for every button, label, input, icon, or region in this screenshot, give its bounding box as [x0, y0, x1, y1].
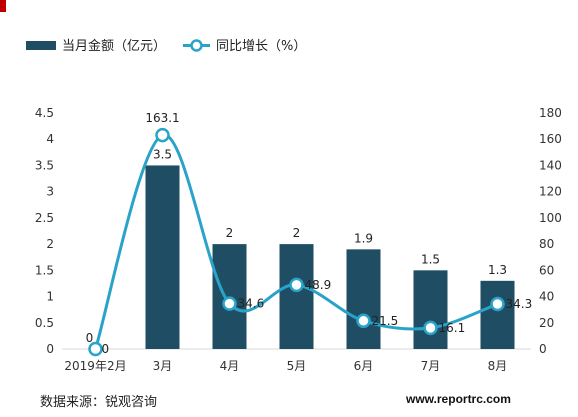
legend-bar-label: 当月金额（亿元）	[62, 38, 166, 54]
bar-data-label: 3.5	[153, 147, 172, 161]
y-left-tick-label: 1	[46, 290, 54, 304]
legend-line-label: 同比增长（%）	[216, 39, 306, 54]
y-left-tick-label: 2.5	[35, 211, 54, 225]
y-right-tick-label: 40	[539, 290, 554, 304]
y-left-tick-label: 4.5	[35, 106, 54, 120]
x-tick-label: 6月	[354, 359, 374, 373]
legend-line-marker	[190, 39, 203, 52]
line-data-label: 163.1	[145, 111, 179, 125]
growth-line	[94, 133, 499, 350]
site-url[interactable]: www.reportrc.com	[406, 392, 511, 406]
bar-data-label: 2	[293, 226, 301, 240]
y-left-tick-label: 2	[46, 237, 54, 251]
line-data-label: 48.9	[305, 278, 332, 292]
y-left-tick-label: 0	[46, 342, 54, 356]
line-marker	[88, 341, 103, 357]
y-left-tick-label: 3	[46, 185, 54, 199]
y-right-tick-label: 180	[539, 106, 562, 120]
y-right-tick-label: 140	[539, 158, 562, 172]
line-data-label: 34.6	[238, 297, 265, 311]
line-marker	[289, 277, 304, 293]
line-data-label: 34.3	[506, 297, 533, 311]
bar-data-label: 1.5	[421, 252, 440, 266]
y-left-tick-label: 1.5	[35, 263, 54, 277]
y-left-tick-label: 3.5	[35, 158, 54, 172]
y-right-tick-label: 20	[539, 316, 554, 330]
line-marker	[356, 313, 371, 329]
y-right-tick-label: 80	[539, 237, 554, 251]
line-data-label: 16.1	[439, 321, 466, 335]
bar-data-label: 1.9	[354, 231, 373, 245]
line-marker	[423, 320, 438, 336]
bar	[346, 249, 381, 349]
bar	[145, 165, 180, 349]
y-right-tick-label: 100	[539, 211, 562, 225]
y-right-tick-label: 60	[539, 263, 554, 277]
legend: 当月金额（亿元） 同比增长（%）	[26, 38, 306, 54]
y-left-tick-label: 0.5	[35, 316, 54, 330]
bar	[279, 244, 314, 349]
x-tick-label: 5月	[287, 359, 307, 373]
line-data-label: 0	[102, 342, 110, 356]
bar-data-label: 2	[226, 226, 234, 240]
y-left-tick-label: 4	[46, 132, 54, 146]
corner-accent	[0, 0, 6, 12]
bar-data-label: 0	[86, 331, 94, 345]
y-right-tick-label: 120	[539, 185, 562, 199]
x-tick-label: 7月	[421, 359, 441, 373]
line-marker	[490, 296, 505, 312]
line-marker	[222, 296, 237, 311]
x-tick-label: 4月	[220, 359, 240, 373]
bar	[413, 270, 448, 349]
x-tick-label: 2019年2月	[64, 359, 126, 373]
bar	[480, 280, 515, 349]
line-marker	[155, 127, 170, 143]
combo-chart: 当月金额（亿元） 同比增长（%） 00.511.522.533.544.5020…	[26, 38, 562, 373]
legend-bar-swatch	[26, 41, 56, 50]
axes: 00.511.522.533.544.502040608010012014016…	[35, 106, 562, 373]
y-right-tick-label: 0	[539, 342, 547, 356]
line-data-label: 21.5	[372, 314, 399, 328]
bar-series: 0 3.5 2 2 1.9 1.5 1.3	[86, 147, 515, 349]
y-right-tick-label: 160	[539, 132, 562, 146]
x-tick-label: 3月	[153, 359, 173, 373]
bar-data-label: 1.3	[488, 263, 507, 277]
x-tick-label: 8月	[488, 359, 508, 373]
source-note: 数据来源：锐观咨询	[40, 395, 158, 410]
